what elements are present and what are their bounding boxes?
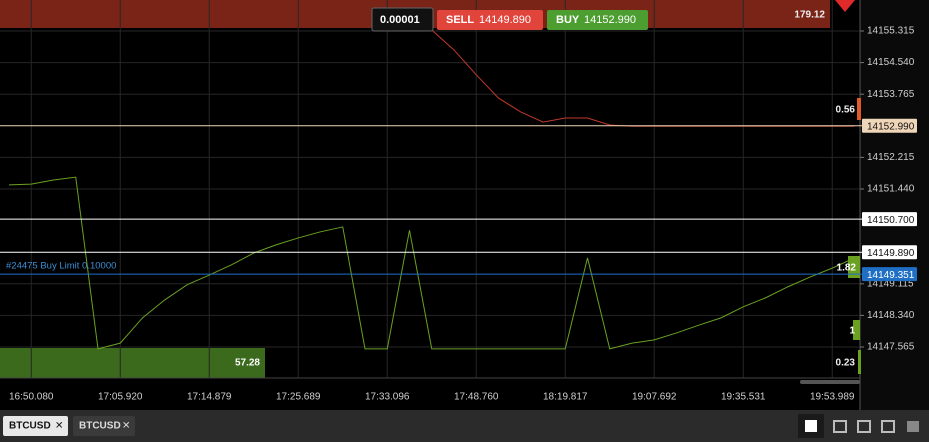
x-tick-label: 17:25.689 [276,392,321,403]
layout-button[interactable] [857,420,871,433]
level-label-box [862,118,917,133]
y-tick-label: 14153.765 [867,89,915,100]
y-tick-label: 14152.215 [867,152,915,163]
volume-label: 57.28 [235,358,260,369]
buy-button[interactable] [547,10,648,30]
tab[interactable] [73,416,135,436]
tab-bar [0,410,929,442]
level-label-box [862,267,917,282]
level-label-box [862,245,917,260]
level-label: 14150.700 [867,215,915,226]
buy-label: BUY [556,14,580,26]
level-label-box [862,212,917,227]
x-tick-label: 19:53.989 [810,392,855,403]
y-tick-label: 14154.540 [867,57,915,68]
level-label: 14149.890 [867,248,915,259]
x-tick-label: 17:33.096 [365,392,410,403]
volume-tick [848,256,860,278]
y-tick-label: 14148.340 [867,310,915,321]
volume-label: 0.56 [836,105,856,116]
y-tick-label: 14149.115 [867,278,914,289]
x-tick-label: 17:05.920 [98,392,143,403]
sell-indicator [835,0,855,12]
volume-label: 1 [849,326,855,337]
tab-label: BTCUSD [9,421,51,432]
layout-button[interactable] [881,420,895,433]
x-tick-label: 19:07.692 [632,392,677,403]
y-tick-label: 14155.315 [867,26,915,37]
tab-label: BTCUSD [79,421,121,432]
volume-bar [0,348,265,378]
tab[interactable] [3,416,68,436]
volume-label: 179.12 [794,10,825,21]
layout-button[interactable] [833,420,847,433]
x-tick-label: 17:14.879 [187,392,232,403]
axis-panel [860,0,929,410]
price-line [8,176,855,350]
x-tick-label: 18:19.817 [543,392,588,403]
buy-price: 14152.990 [584,14,636,26]
x-tick-label: 16:50.080 [9,392,54,403]
quantity-box[interactable] [371,7,434,32]
volume-label: 1.82 [837,263,857,274]
sell-button[interactable] [437,10,543,30]
volume-tick [857,98,861,120]
volume-tick [853,320,860,340]
y-tick-label: 14151.440 [867,184,915,195]
layout-icon [805,420,817,432]
order-label: #24475 Buy Limit 0.10000 [6,261,116,272]
tab-close[interactable]: ✕ [122,421,130,432]
x-tick-label: 17:48.760 [454,392,499,403]
volume-label: 0.23 [836,358,856,369]
level-label: 14149.351 [867,270,915,281]
layout-button[interactable] [907,421,919,432]
tab-close[interactable]: ✕ [55,421,63,432]
x-tick-label: 19:35.531 [721,392,766,403]
level-label: 14152.990 [867,121,915,132]
sell-price: 14149.890 [479,14,531,26]
quantity: 0.00001 [380,14,420,26]
sell-label: SELL [446,14,474,26]
scrollbar[interactable] [800,380,860,384]
volume-tick [858,350,861,374]
y-tick-label: 14147.565 [867,342,915,353]
